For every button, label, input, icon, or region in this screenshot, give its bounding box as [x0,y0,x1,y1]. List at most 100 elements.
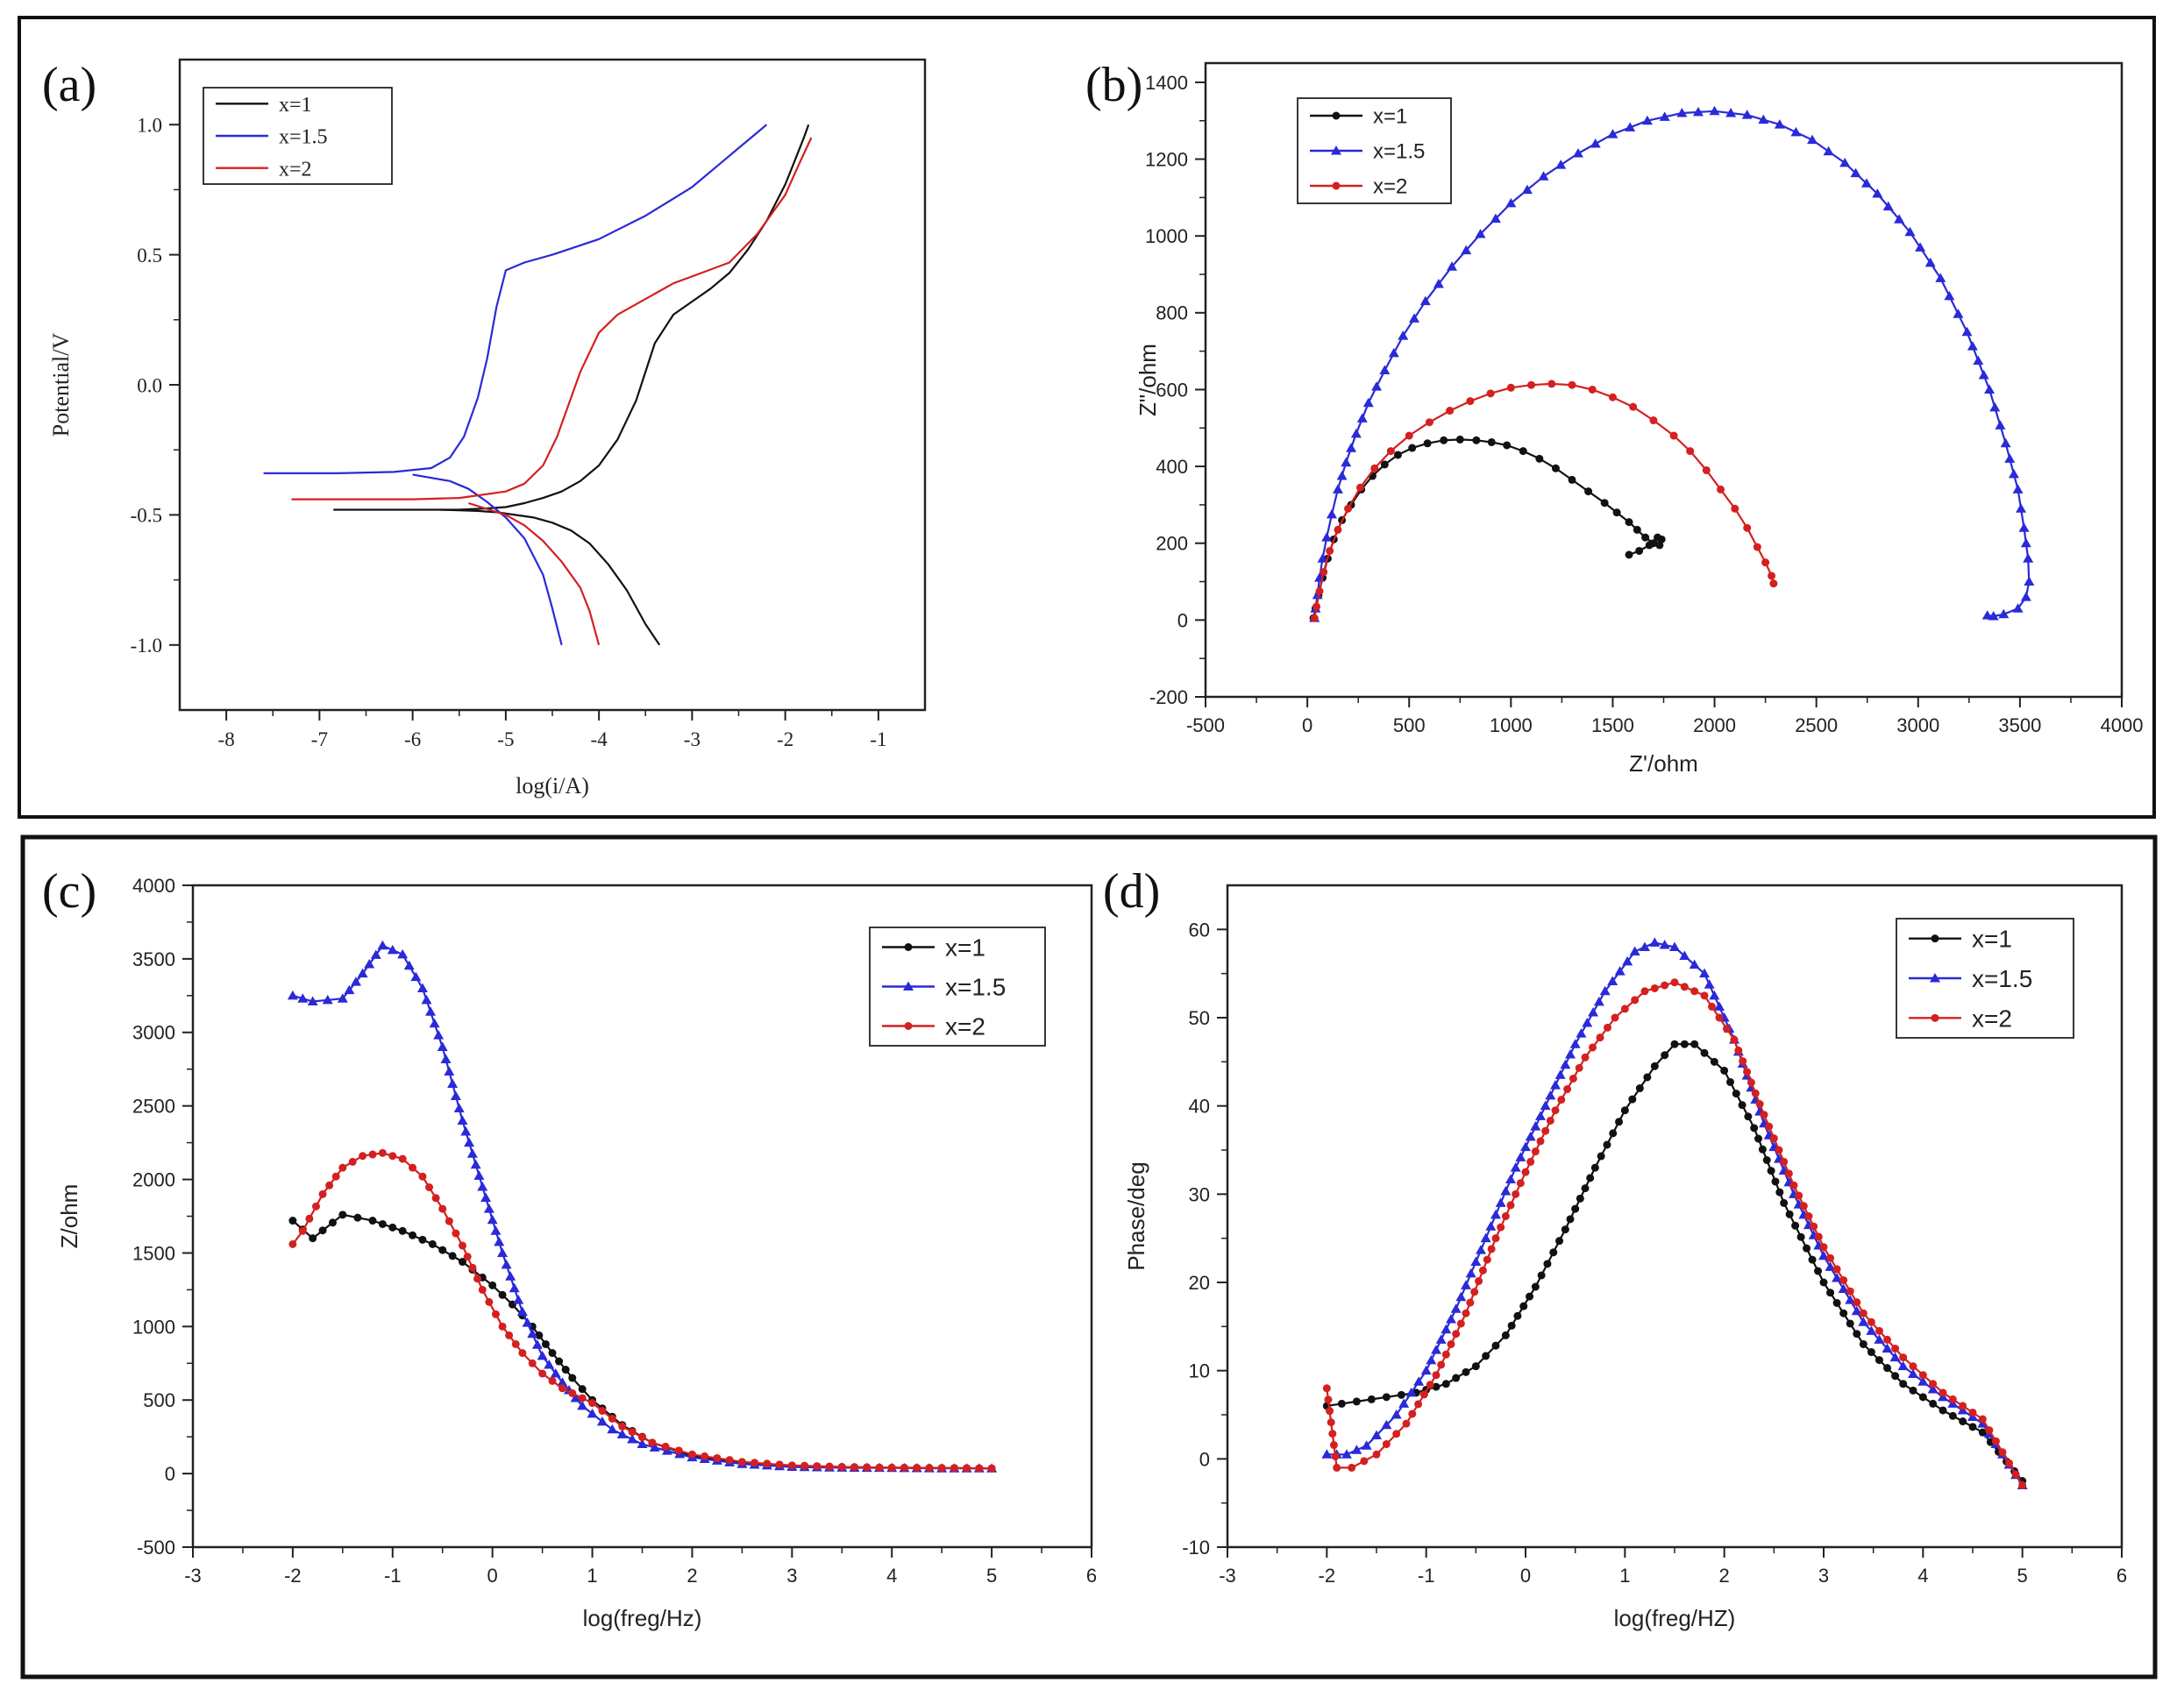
panel-a: (a) -8 -7 -6 -5 -4 -3 -2 -1 -1.0 -0.5 0.0 0.5 1.0 log(… [42,58,927,799]
series-a-0 [333,124,810,646]
data-point-c [437,1041,448,1052]
data-point-d [2005,1459,2014,1467]
data-point-c [490,1225,502,1235]
data-point-b [1568,380,1576,389]
data-point-c [470,1159,481,1169]
series-d-1 [1321,937,2028,1490]
data-point-d [1541,1126,1550,1135]
data-point-d [1381,1419,1392,1430]
data-point-b [1572,147,1583,158]
data-point-b [1625,518,1633,527]
data-point-b [1317,553,1328,563]
data-point-c [409,1231,417,1239]
data-point-c [550,1368,561,1378]
data-point-c [837,1463,846,1472]
x-tick-label-d: 2 [1719,1565,1730,1587]
data-point-d [1431,1345,1441,1354]
data-point-d [1897,1360,1909,1371]
data-point-d [1554,1069,1566,1079]
data-point-c [429,1018,440,1028]
data-point-d [1808,1255,1817,1264]
data-point-b [1633,525,1641,534]
x-tick-label-a: -6 [404,728,421,750]
x-tick-label-a: -2 [777,728,793,750]
data-point-c [397,948,409,959]
data-point-d [1700,1048,1709,1057]
data-point-d [1650,1062,1659,1070]
data-point-d [1739,1057,1747,1066]
data-point-d [1891,1372,1900,1381]
data-point-c [513,1295,524,1304]
data-point-d [1510,1162,1521,1172]
data-point-c [937,1464,946,1473]
data-point-c [473,1275,482,1283]
data-point-b [1398,330,1409,340]
legend-marker-b [1332,181,1341,190]
data-point-c [498,1322,507,1331]
data-point-b [1472,436,1481,444]
data-point-d [1874,1334,1885,1344]
data-point-c [448,1252,457,1260]
data-point-d [1593,996,1604,1006]
data-point-b [1380,460,1389,469]
data-point-b [1551,464,1560,472]
data-point-c [478,1285,487,1294]
data-point-b [2000,437,2011,448]
data-point-b [1527,380,1536,389]
data-point-d [1531,1147,1540,1156]
legend-label-b: x=1.5 [1373,140,1425,164]
data-point-d [1839,1275,1848,1284]
data-point-d [1485,1221,1497,1231]
data-point-c [548,1376,557,1385]
data-point-c [537,1350,548,1360]
data-point-c [850,1463,859,1472]
data-point-b [1872,188,1883,198]
data-point-c [501,1259,512,1269]
data-point-b [1336,471,1348,480]
data-point-d [1751,1089,1760,1097]
data-point-d [1631,996,1640,1005]
data-point-d [1324,1395,1333,1404]
data-point-d [1785,1210,1794,1218]
data-point-d [1845,1295,1856,1304]
data-point-d [1796,1232,1805,1241]
data-point-d [1875,1326,1883,1335]
data-point-c [328,1218,337,1227]
data-point-d [1826,1289,1835,1297]
data-point-b [1346,443,1357,452]
data-point-d [1744,1112,1753,1121]
data-point-c [598,1407,607,1416]
legend-label-c: x=2 [945,1013,985,1040]
data-point-d [1670,1040,1679,1048]
data-point-d [1569,1074,1577,1083]
legend-label-a: x=2 [279,158,312,181]
data-point-c [497,1247,509,1257]
data-point-d [1832,1265,1841,1274]
data-point-d [1476,1245,1486,1254]
legend-label-b: x=1 [1373,105,1407,129]
data-point-b [1641,115,1653,125]
legend-marker-d [1931,1013,1939,1022]
data-point-b [2023,553,2034,563]
data-point-d [1758,1145,1767,1154]
y-tick-label-c: 3000 [132,1022,175,1044]
data-point-d [1525,1131,1536,1141]
data-point-d [1998,1448,2007,1457]
data-point-d [1689,959,1700,969]
data-point-b [1475,228,1486,238]
data-point-d [1730,1035,1739,1044]
x-axis-label-c: log(freg/Hz) [583,1605,702,1631]
data-point-d [1899,1380,1908,1388]
data-point-d [1978,1428,1987,1437]
data-point-b [1344,504,1353,513]
data-point-c [463,1253,472,1261]
data-point-b [1315,587,1324,595]
data-point-c [531,1339,543,1349]
y-tick-label-a: 1.0 [137,114,162,136]
data-point-c [318,1226,327,1235]
data-point-d [1546,1116,1554,1125]
data-point-b [1769,579,1778,588]
data-point-b [1371,381,1383,391]
data-point-b [1961,326,1973,337]
